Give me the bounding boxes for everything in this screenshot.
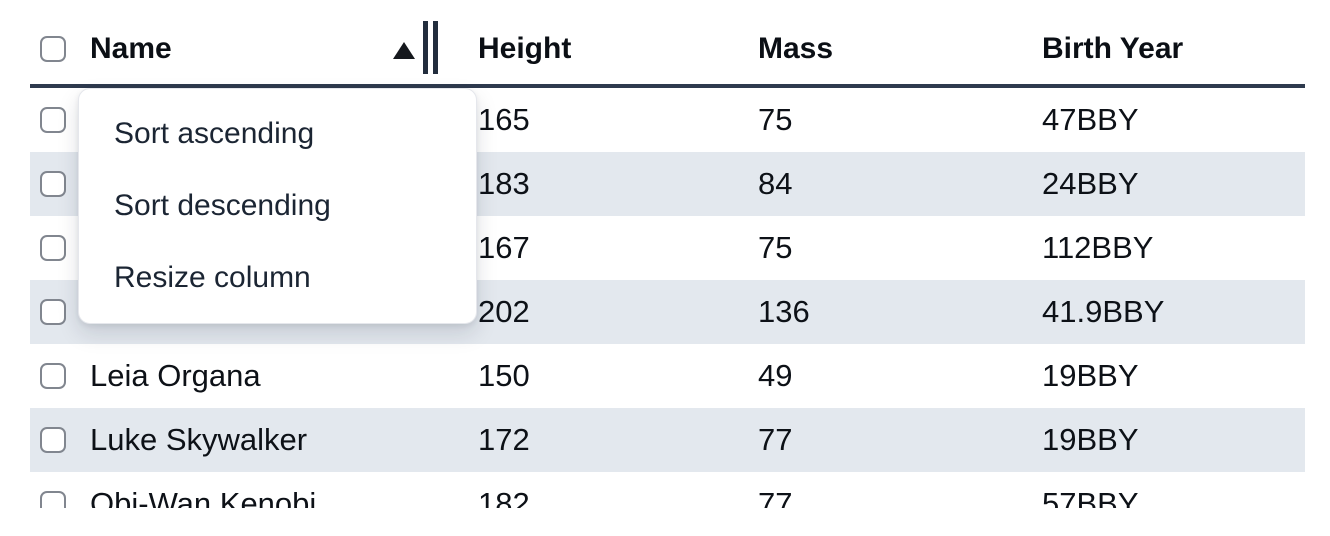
row-checkbox[interactable] <box>40 491 66 508</box>
column-header-name-label: Name <box>90 32 172 65</box>
cell-birth-year: 47BBY <box>1042 102 1139 137</box>
cell-height: 183 <box>478 166 530 201</box>
cell-name: Leia Organa <box>90 358 261 393</box>
column-header-mass-label: Mass <box>758 32 834 65</box>
column-header-birth-year[interactable]: Birth Year <box>1011 18 1305 66</box>
row-checkbox-cell <box>30 235 78 261</box>
cell-mass: 75 <box>758 102 793 137</box>
row-checkbox[interactable] <box>40 299 66 325</box>
row-checkbox-cell <box>30 491 78 508</box>
cell-name: Luke Skywalker <box>90 422 308 457</box>
column-header-name[interactable]: Name <box>78 9 446 76</box>
cell-height: 202 <box>478 294 530 329</box>
cell-height: 182 <box>478 486 530 508</box>
cell-birth-year: 19BBY <box>1042 358 1139 393</box>
cell-mass: 77 <box>758 422 793 457</box>
cell-birth-year: 19BBY <box>1042 422 1139 457</box>
cell-height: 150 <box>478 358 530 393</box>
cell-birth-year: 24BBY <box>1042 166 1139 201</box>
row-checkbox[interactable] <box>40 363 66 389</box>
sort-ascending-icon <box>393 41 415 59</box>
cell-birth-year: 57BBY <box>1042 486 1139 508</box>
column-context-menu: Sort ascending Sort descending Resize co… <box>78 88 477 324</box>
row-checkbox[interactable] <box>40 171 66 197</box>
cell-mass: 49 <box>758 358 793 393</box>
header-checkbox-cell <box>30 22 78 62</box>
cell-mass: 84 <box>758 166 793 201</box>
cell-height: 165 <box>478 102 530 137</box>
select-all-checkbox[interactable] <box>40 36 66 62</box>
table-row: Leia Organa 150 49 19BBY <box>30 344 1305 408</box>
row-checkbox-cell <box>30 427 78 453</box>
cell-birth-year: 112BBY <box>1042 230 1154 265</box>
column-header-birth-year-label: Birth Year <box>1042 32 1184 65</box>
cell-mass: 75 <box>758 230 793 265</box>
table-row: Luke Skywalker 172 77 19BBY <box>30 408 1305 472</box>
cell-mass: 136 <box>758 294 810 329</box>
row-checkbox-cell <box>30 299 78 325</box>
row-checkbox[interactable] <box>40 107 66 133</box>
cell-birth-year: 41.9BBY <box>1042 294 1165 329</box>
row-checkbox-cell <box>30 171 78 197</box>
cell-height: 172 <box>478 422 530 457</box>
column-header-height-label: Height <box>478 32 572 65</box>
cell-name: Obi-Wan Kenobi <box>90 486 317 508</box>
column-header-height[interactable]: Height <box>446 18 726 66</box>
row-checkbox[interactable] <box>40 235 66 261</box>
column-resize-handle[interactable] <box>423 20 438 74</box>
cell-mass: 77 <box>758 486 793 508</box>
menu-item-sort-ascending[interactable]: Sort ascending <box>114 117 315 150</box>
table-header-row: Name Height Mass Birth Year <box>30 0 1305 88</box>
table-row: Obi-Wan Kenobi 182 77 57BBY <box>30 472 1305 508</box>
row-checkbox-cell <box>30 107 78 133</box>
menu-item-resize-column[interactable]: Resize column <box>114 261 311 294</box>
cell-height: 167 <box>478 230 530 265</box>
row-checkbox[interactable] <box>40 427 66 453</box>
column-header-mass[interactable]: Mass <box>726 18 1011 66</box>
menu-item-sort-descending[interactable]: Sort descending <box>114 189 331 222</box>
row-checkbox-cell <box>30 363 78 389</box>
